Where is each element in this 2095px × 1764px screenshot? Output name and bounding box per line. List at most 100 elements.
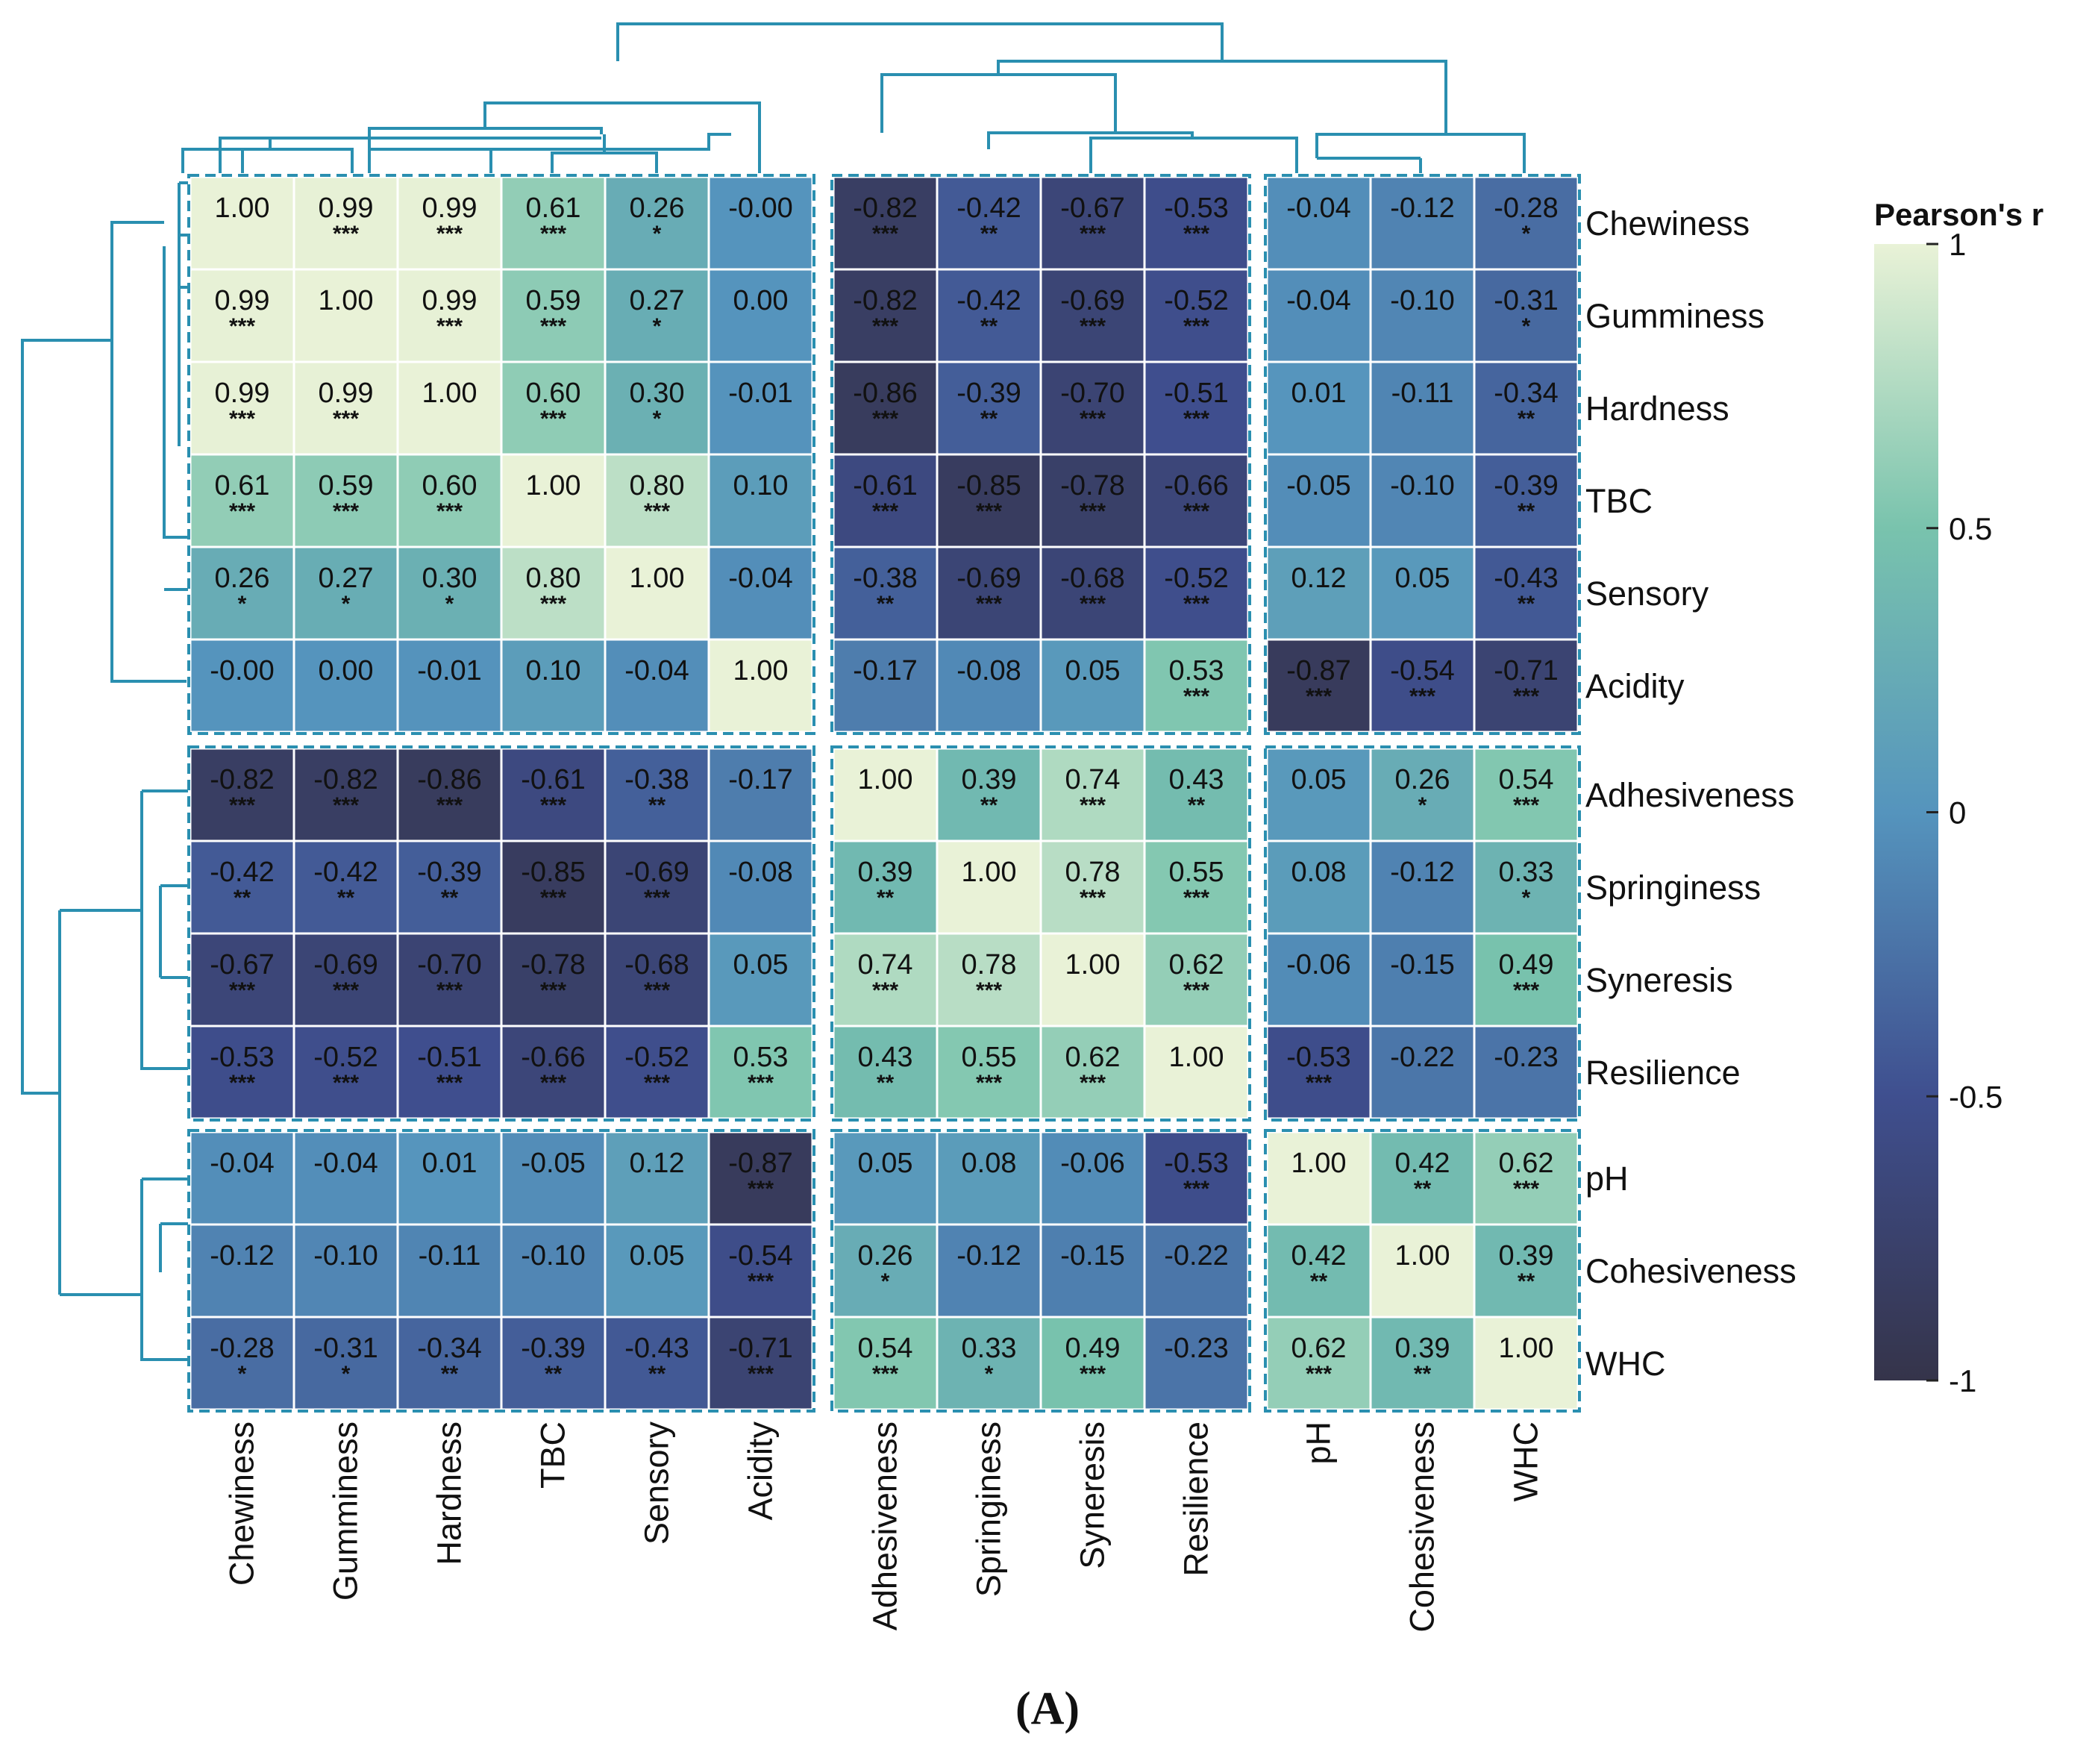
row-label: Adhesiveness: [1585, 776, 1794, 814]
cluster-block-border: [1264, 745, 1581, 1122]
heatmap-cell: [832, 1316, 939, 1411]
cell-significance-label: **: [648, 1362, 666, 1386]
column-label: pH: [1300, 1421, 1338, 1465]
cell-value-label: -0.87: [728, 1148, 793, 1179]
cell-value-label: -0.15: [1060, 1240, 1125, 1272]
cell-value-label: -0.12: [1390, 193, 1455, 224]
cell-significance-label: ***: [872, 407, 898, 431]
cell-value-label: -0.53: [1164, 1148, 1229, 1179]
cell-value-label: -0.22: [1164, 1240, 1229, 1272]
cell-value-label: 0.05: [733, 949, 789, 980]
cell-value-label: -0.06: [1286, 949, 1351, 980]
cell-significance-label: ***: [644, 1071, 670, 1095]
cell-significance-label: **: [1188, 793, 1206, 818]
cell-value-label: 0.39: [1395, 1333, 1450, 1364]
cell-value-label: 0.99: [215, 378, 270, 409]
row-label: Chewiness: [1585, 204, 1750, 243]
cluster-block-border: [187, 174, 815, 735]
cell-value-label: 0.99: [319, 193, 374, 224]
column-labels: Chewiness Gumminess Hardness TBC Sensory Acid…: [223, 1421, 1545, 1633]
column-label: Adhesiveness: [866, 1421, 904, 1630]
cell-significance-label: ***: [540, 592, 566, 616]
heatmap-cell: [1265, 747, 1372, 842]
row-label: pH: [1585, 1160, 1629, 1198]
cell-value-label: -0.85: [521, 857, 586, 888]
heatmap-cell: [1039, 1130, 1146, 1226]
cell-value-label: -0.12: [210, 1240, 275, 1272]
cell-value-label: 0.55: [1169, 857, 1224, 888]
cell-value-label: -0.43: [1494, 563, 1559, 594]
cell-value-label: -0.69: [624, 857, 689, 888]
cell-value-label: -0.70: [1060, 378, 1125, 409]
cell-value-label: 0.10: [526, 655, 581, 686]
cell-value-label: -0.34: [1494, 378, 1559, 409]
heatmap-cell: [189, 1025, 295, 1120]
cell-significance-label: ***: [540, 978, 566, 1003]
heatmap-cell: [707, 268, 814, 363]
heatmap-cell: [189, 268, 295, 363]
heatmap-cell: [1369, 839, 1476, 935]
cell-value-label: -0.17: [728, 764, 793, 795]
heatmap-cell: [936, 932, 1042, 1028]
cell-value-label: -0.06: [1060, 1148, 1125, 1179]
cell-value-label: -0.05: [1286, 470, 1351, 501]
cell-significance-label: *: [342, 1362, 351, 1386]
cell-value-label: 0.05: [630, 1240, 685, 1272]
cell-value-label: -0.78: [521, 949, 586, 980]
heatmap-cell: [936, 638, 1042, 734]
heatmap-cell: [1473, 268, 1579, 363]
cell-value-label: 0.05: [858, 1148, 913, 1179]
cell-value-label: -0.38: [624, 764, 689, 795]
heatmap-cell: [936, 175, 1042, 271]
cell-value-label: -0.82: [853, 285, 918, 316]
heatmap-cell: [500, 268, 607, 363]
cell-value-label: -0.04: [210, 1148, 275, 1179]
cell-significance-label: *: [1418, 793, 1427, 818]
cluster-block-border: [830, 174, 1251, 735]
heatmap-cell: [1143, 175, 1250, 271]
cell-value-label: 0.05: [1065, 655, 1121, 686]
cell-value-label: -0.54: [1390, 655, 1455, 686]
cell-value-label: 0.54: [1499, 764, 1554, 795]
cell-value-label: -0.69: [956, 563, 1021, 594]
cell-value-label: 1.00: [1499, 1333, 1554, 1364]
heatmap-cell: [936, 839, 1042, 935]
heatmap-cell: [707, 747, 814, 842]
cell-significance-label: *: [238, 592, 247, 616]
heatmap-cell: [396, 453, 503, 548]
cell-value-label: 0.60: [526, 378, 581, 409]
cell-value-label: 0.30: [630, 378, 685, 409]
heatmap-cell: [292, 545, 399, 641]
cell-value-label: -0.61: [853, 470, 918, 501]
column-label: Chewiness: [223, 1421, 261, 1586]
row-label: Acidity: [1585, 667, 1685, 705]
cell-significance-label: ***: [1409, 684, 1435, 709]
heatmap-cell: [707, 932, 814, 1028]
cell-value-label: 0.62: [1499, 1148, 1554, 1179]
heatmap-cell: [1369, 932, 1476, 1028]
cell-significance-label: **: [980, 314, 998, 339]
cell-significance-label: **: [337, 886, 355, 910]
cell-significance-label: ***: [1513, 978, 1539, 1003]
cell-value-label: 0.62: [1065, 1042, 1121, 1073]
cell-value-label: -0.53: [210, 1042, 275, 1073]
cell-value-label: 0.10: [733, 470, 789, 501]
heatmap-cell: [1265, 360, 1372, 456]
cell-significance-label: ***: [229, 1071, 255, 1095]
heatmap-cell: [1039, 545, 1146, 641]
cell-value-label: -0.10: [1390, 285, 1455, 316]
cell-significance-label: ***: [436, 314, 463, 339]
cell-value-label: -0.71: [728, 1333, 793, 1364]
heatmap-cell: [936, 1130, 1042, 1226]
cell-significance-label: ***: [333, 222, 359, 246]
legend-tick-label: -1: [1949, 1363, 1976, 1398]
cell-significance-label: ***: [748, 1071, 774, 1095]
cell-significance-label: ***: [1080, 314, 1106, 339]
heatmap-cell: [292, 638, 399, 734]
cell-significance-label: ***: [872, 499, 898, 524]
heatmap-cell: [707, 839, 814, 935]
cell-value-label: -0.78: [1060, 470, 1125, 501]
heatmap-cell: [604, 1025, 710, 1120]
heatmap-cell: [707, 1025, 814, 1120]
legend-tick-label: -0.5: [1949, 1079, 2002, 1114]
